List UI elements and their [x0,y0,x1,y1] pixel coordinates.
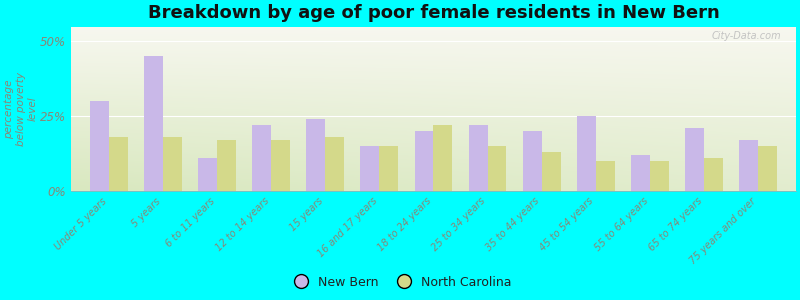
Bar [758,146,777,191]
Bar [596,161,614,191]
Bar [306,119,326,191]
Title: Breakdown by age of poor female residents in New Bern: Breakdown by age of poor female resident… [148,4,719,22]
Bar [631,155,650,191]
Bar [252,125,271,191]
Bar [577,116,596,191]
Bar [198,158,217,191]
Bar [109,137,128,191]
Bar [271,140,290,191]
Bar [542,152,561,191]
Bar [469,125,487,191]
Legend: New Bern, North Carolina: New Bern, North Carolina [283,271,517,294]
Bar [704,158,723,191]
Bar [379,146,398,191]
Bar [217,140,236,191]
Bar [434,125,453,191]
Bar [163,137,182,191]
Bar [739,140,758,191]
Bar [650,161,669,191]
Bar [414,131,434,191]
Bar [522,131,542,191]
Bar [487,146,506,191]
Bar [90,101,109,191]
Bar [685,128,704,191]
Text: City-Data.com: City-Data.com [712,32,782,41]
Bar [326,137,344,191]
Y-axis label: percentage
below poverty
level: percentage below poverty level [4,72,38,146]
Bar [361,146,379,191]
Bar [144,56,163,191]
